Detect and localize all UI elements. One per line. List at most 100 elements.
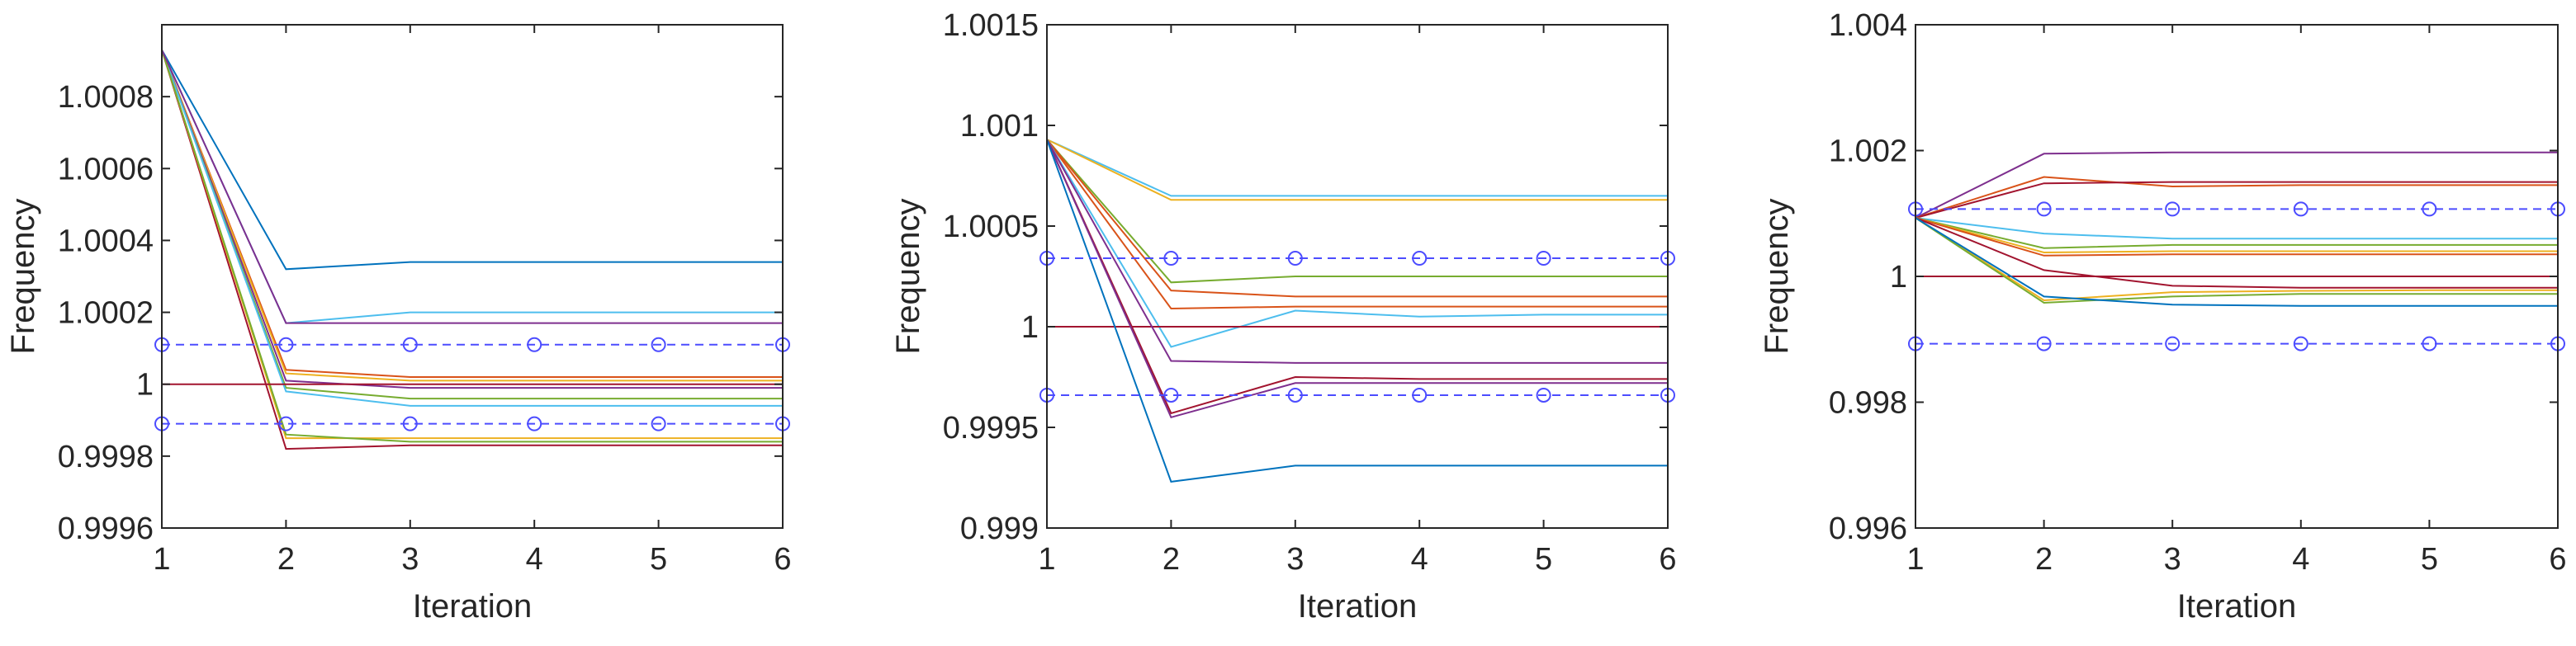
bound-marker xyxy=(1163,251,1179,266)
y-tick-label: 1.0008 xyxy=(58,80,154,115)
series-line-s5 xyxy=(162,50,783,389)
series-line-s2 xyxy=(1915,176,2558,219)
series-line-s5 xyxy=(1047,139,1668,310)
series-group xyxy=(1915,151,2558,307)
y-tick-label: 1.002 xyxy=(1829,134,1907,169)
x-tick-label: 4 xyxy=(1411,542,1428,577)
x-tick-label: 1 xyxy=(1906,542,1924,577)
bound-marker xyxy=(2422,201,2437,217)
y-tick-label: 1 xyxy=(1890,260,1907,295)
series-line-s1 xyxy=(1915,151,2558,219)
x-tick-label: 3 xyxy=(401,542,419,577)
series-line-s10 xyxy=(1915,217,2558,304)
series-line-s8 xyxy=(1047,139,1668,415)
series-line-s8 xyxy=(1915,217,2558,289)
series-line-s1 xyxy=(162,50,783,271)
y-tick-label: 1.0002 xyxy=(58,296,154,331)
bound-marker xyxy=(1287,251,1303,266)
y-tick-label: 0.9998 xyxy=(58,440,154,474)
series-line-s6 xyxy=(162,50,783,400)
series-line-s1 xyxy=(1047,139,1668,197)
bound-marker xyxy=(2293,201,2308,217)
y-tick-label: 1.0004 xyxy=(58,224,154,258)
series-line-s9 xyxy=(162,50,783,440)
x-tick-label: 3 xyxy=(2164,542,2181,577)
bound-marker xyxy=(2165,201,2181,217)
series-line-s9 xyxy=(1915,217,2558,302)
x-tick-label: 1 xyxy=(1038,542,1055,577)
chart-panel-3: 1 2 3 4 5 6 0.996 0.998 1 1.002 1.004 Iteration Freq… xyxy=(1759,8,2567,625)
y-tick-label: 0.999 xyxy=(960,512,1039,546)
x-tick-label: 5 xyxy=(1535,542,1552,577)
series-line-s10 xyxy=(162,50,783,443)
series-line-s3 xyxy=(162,50,783,378)
y-tick-label: 1 xyxy=(136,368,154,403)
x-tick-label: 5 xyxy=(2421,542,2438,577)
x-tick-label: 6 xyxy=(1659,542,1676,577)
x-axis-label: Iteration xyxy=(2177,588,2297,625)
x-tick-label: 1 xyxy=(153,542,170,577)
chart-panel-2: 1 2 3 4 5 6 0.999 0.9995 1 1.0005 1.001 1.0015 Itera… xyxy=(890,8,1677,625)
axes-box xyxy=(1046,24,1669,529)
y-tick-label: 0.998 xyxy=(1829,386,1907,421)
y-tick-label: 1.0006 xyxy=(58,152,154,186)
series-group xyxy=(162,50,783,450)
axes-box xyxy=(161,24,784,529)
x-tick-label: 4 xyxy=(2292,542,2309,577)
chart-panel-1: 1 2 3 4 5 6 0.9996 0.9998 1 1.0002 1.0004 1.0006 1.0… xyxy=(5,24,792,625)
series-line-s6 xyxy=(1915,217,2558,254)
series-line-s9 xyxy=(1047,139,1668,418)
bound-marker xyxy=(2165,336,2181,351)
x-tick-label: 2 xyxy=(1163,542,1180,577)
series-line-s4 xyxy=(162,50,783,382)
series-line-s7 xyxy=(1047,139,1668,364)
series-line-s6 xyxy=(1047,139,1668,348)
series-line-s3 xyxy=(1915,181,2558,219)
x-tick-label: 5 xyxy=(650,542,667,577)
bound-marker xyxy=(278,337,294,352)
bound-marker xyxy=(278,416,294,431)
bound-marker xyxy=(1536,251,1551,266)
bound-marker xyxy=(2422,336,2437,351)
y-axis-label: Frequency xyxy=(5,199,41,355)
y-tick-label: 0.9996 xyxy=(58,512,154,546)
bound-marker xyxy=(527,416,542,431)
y-tick-label: 1.0015 xyxy=(943,8,1039,43)
bound-marker xyxy=(402,416,418,431)
bound-marker xyxy=(1412,387,1428,403)
x-tick-label: 6 xyxy=(2549,542,2566,577)
bound-marker xyxy=(2036,201,2052,217)
y-tick-label: 1.001 xyxy=(960,109,1039,144)
x-tick-label: 3 xyxy=(1286,542,1304,577)
bound-marker xyxy=(651,337,666,352)
y-tick-label: 0.9995 xyxy=(943,411,1039,446)
bound-marker xyxy=(1412,251,1428,266)
bound-marker xyxy=(1536,387,1551,403)
y-axis-label: Frequency xyxy=(1759,199,1795,355)
bound-marker xyxy=(1287,387,1303,403)
y-tick-label: 0.996 xyxy=(1829,512,1907,546)
series-line-s4 xyxy=(1047,139,1668,298)
y-axis-label: Frequency xyxy=(890,199,926,355)
x-axis-label: Iteration xyxy=(1298,588,1418,625)
series-line-s7 xyxy=(1915,217,2558,257)
series-line-s11 xyxy=(162,50,783,324)
series-line-s7 xyxy=(162,50,783,407)
series-line-s4 xyxy=(1915,217,2558,240)
series-line-s8 xyxy=(162,50,783,450)
series-line-s11 xyxy=(1915,217,2558,307)
y-tick-label: 1.004 xyxy=(1829,8,1907,43)
series-line-s2 xyxy=(1047,139,1668,201)
x-tick-label: 2 xyxy=(2035,542,2053,577)
y-tick-label: 1 xyxy=(1021,310,1039,345)
x-tick-label: 6 xyxy=(774,542,791,577)
bound-marker xyxy=(1163,387,1179,403)
x-tick-label: 4 xyxy=(526,542,543,577)
bound-marker xyxy=(402,337,418,352)
bound-marker xyxy=(2036,336,2052,351)
series-line-s10 xyxy=(1047,139,1668,483)
bound-marker xyxy=(651,416,666,431)
x-axis-label: Iteration xyxy=(413,588,533,625)
plot-area xyxy=(162,25,783,528)
